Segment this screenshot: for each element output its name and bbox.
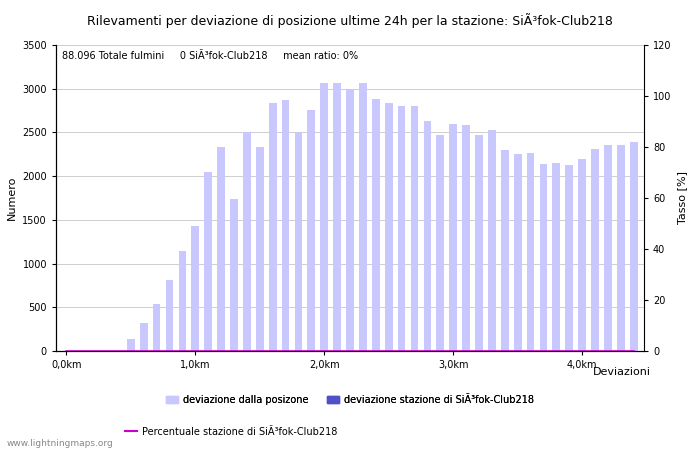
Bar: [269, 103, 276, 351]
Bar: [140, 323, 148, 351]
Bar: [153, 304, 160, 351]
Text: 88.096 Totale fulmini     0 SiÃ³fok-Club218     mean ratio: 0%: 88.096 Totale fulmini 0 SiÃ³fok-Club218 …: [62, 51, 358, 61]
Bar: [630, 142, 638, 351]
Bar: [359, 83, 367, 351]
Bar: [281, 100, 289, 351]
Bar: [604, 144, 612, 351]
Bar: [411, 106, 419, 351]
Bar: [436, 135, 444, 351]
Bar: [501, 150, 509, 351]
Bar: [385, 103, 393, 351]
Bar: [566, 165, 573, 351]
Bar: [346, 89, 354, 351]
Bar: [462, 125, 470, 351]
Text: Deviazioni: Deviazioni: [593, 367, 651, 377]
Bar: [333, 83, 341, 351]
Bar: [372, 99, 379, 351]
Bar: [398, 106, 405, 351]
Bar: [166, 280, 174, 351]
Bar: [617, 144, 624, 351]
Bar: [191, 226, 199, 351]
Bar: [488, 130, 496, 351]
Bar: [526, 153, 534, 351]
Bar: [307, 110, 315, 351]
Y-axis label: Tasso [%]: Tasso [%]: [677, 171, 687, 225]
Bar: [204, 172, 212, 351]
Text: Rilevamenti per deviazione di posizione ultime 24h per la stazione: SiÃ³fok-Club: Rilevamenti per deviazione di posizione …: [87, 14, 613, 28]
Bar: [127, 339, 134, 351]
Bar: [178, 252, 186, 351]
Bar: [217, 147, 225, 351]
Text: www.lightningmaps.org: www.lightningmaps.org: [7, 439, 113, 448]
Bar: [578, 159, 586, 351]
Bar: [552, 163, 560, 351]
Bar: [230, 199, 238, 351]
Bar: [256, 147, 264, 351]
Bar: [243, 132, 251, 351]
Y-axis label: Numero: Numero: [7, 176, 17, 220]
Legend: deviazione dalla posizone, deviazione stazione di SiÃ³fok-Club218: deviazione dalla posizone, deviazione st…: [162, 392, 538, 409]
Bar: [321, 83, 328, 351]
Bar: [424, 121, 431, 351]
Bar: [475, 135, 483, 351]
Bar: [295, 132, 302, 351]
Bar: [449, 124, 457, 351]
Legend: Percentuale stazione di SiÃ³fok-Club218: Percentuale stazione di SiÃ³fok-Club218: [121, 423, 341, 441]
Bar: [540, 164, 547, 351]
Bar: [514, 154, 522, 351]
Bar: [591, 149, 599, 351]
